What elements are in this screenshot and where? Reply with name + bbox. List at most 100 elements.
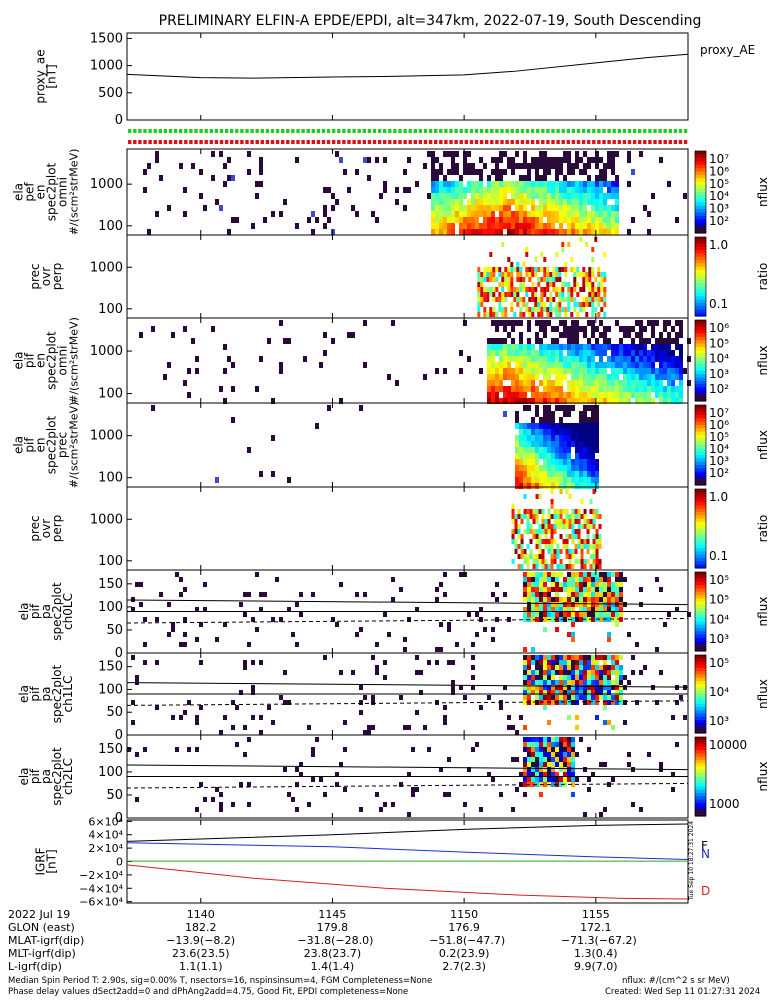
colorbar-segment (695, 661, 706, 666)
heatmap-cell (559, 332, 563, 338)
heatmap-cell (503, 411, 507, 417)
heatmap-cell (451, 229, 455, 235)
heatmap-cell (527, 757, 531, 762)
heatmap-cell (579, 307, 583, 312)
heatmap-cell (567, 655, 571, 660)
heatmap-cell (555, 453, 559, 459)
quality-flag-green (459, 129, 463, 133)
colorbar-segment (695, 192, 706, 197)
heatmap-cell (639, 398, 643, 404)
heatmap-cell (631, 326, 635, 332)
heatmap-cell (435, 199, 439, 205)
heatmap-cell (591, 675, 595, 680)
heatmap-cell (579, 429, 583, 435)
annotation-value: 1.1(1.1) (178, 960, 223, 973)
heatmap-cell (513, 292, 517, 297)
heatmap-cell (577, 529, 581, 534)
proxy-ae-line (126, 53, 689, 79)
heatmap-cell (563, 175, 567, 181)
heatmap-cell (335, 782, 339, 787)
quality-flag-red (520, 140, 525, 144)
heatmap-cell (567, 157, 571, 163)
heatmap-cell (563, 423, 567, 429)
heatmap-cell (211, 326, 215, 332)
heatmap-cell (568, 549, 572, 554)
heatmap-cell (539, 199, 543, 205)
heatmap-cell (537, 282, 541, 287)
heatmap-cell (247, 169, 251, 175)
heatmap-cell (327, 405, 331, 411)
heatmap-cell (551, 187, 555, 193)
heatmap-cell (567, 700, 571, 705)
heatmap-cell (547, 509, 551, 514)
heatmap-cell (489, 287, 493, 292)
heatmap-cell (639, 338, 643, 344)
heatmap-cell (559, 534, 563, 539)
heatmap-cell (551, 700, 555, 705)
heatmap-cell (679, 380, 683, 386)
heatmap-cell (535, 157, 539, 163)
heatmap-cell (541, 554, 545, 559)
heatmap-cell (639, 326, 643, 332)
heatmap-cell (447, 199, 451, 205)
heatmap-cell (515, 730, 519, 735)
annotation-row-lshell: L-igrf(dip) (8, 960, 62, 973)
quality-flag-red (230, 140, 234, 144)
heatmap-cell (611, 582, 615, 587)
heatmap-cell (183, 617, 187, 622)
heatmap-cell (451, 660, 455, 665)
heatmap-cell (635, 374, 639, 380)
heatmap-cell (439, 223, 443, 229)
quality-flag-green (388, 129, 392, 133)
heatmap-cell (483, 187, 487, 193)
heatmap-cell (575, 344, 579, 350)
heatmap-cell (491, 199, 495, 205)
heatmap-cell (595, 582, 599, 587)
heatmap-cell (459, 350, 463, 356)
heatmap-cell (627, 398, 631, 404)
heatmap-cell (619, 350, 623, 356)
quality-flag-red (372, 140, 377, 144)
heatmap-cell (479, 193, 483, 199)
colorbar-segment (695, 664, 706, 669)
quality-flag-green (332, 129, 336, 133)
heatmap-cell (523, 792, 527, 797)
annotation-label: L-igrf(dip) (8, 960, 62, 973)
heatmap-cell (563, 587, 567, 592)
heatmap-cell (498, 297, 502, 302)
heatmap-cell (511, 504, 515, 509)
heatmap-cell (555, 356, 559, 362)
quality-flag-green (479, 129, 484, 133)
heatmap-cell (459, 211, 463, 217)
heatmap-cell (679, 695, 683, 700)
heatmap-cell (571, 477, 575, 483)
heatmap-cell (551, 435, 555, 441)
heatmap-cell (531, 282, 535, 287)
quality-flag-green (469, 129, 474, 133)
quality-flag-red (311, 140, 315, 144)
annotation-value: 1140 (186, 908, 215, 921)
heatmap-cell (643, 326, 647, 332)
heatmap-cell (555, 685, 559, 690)
heatmap-cell (523, 695, 527, 700)
heatmap-cell (586, 524, 590, 529)
heatmap-cell (223, 368, 227, 374)
heatmap-cell (603, 350, 607, 356)
heatmap-cell (527, 187, 531, 193)
heatmap-cell (529, 529, 533, 534)
heatmap-cell (551, 199, 555, 205)
heatmap-cell (575, 356, 579, 362)
quality-flag-red (551, 140, 555, 144)
heatmap-cell (516, 302, 520, 307)
heatmap-cell (599, 602, 603, 607)
heatmap-cell (551, 742, 555, 747)
heatmap-cell (583, 471, 587, 477)
heatmap-cell (623, 326, 627, 332)
heatmap-cell (571, 524, 575, 529)
heatmap-cell (463, 572, 467, 577)
heatmap-cell (603, 205, 607, 211)
colorbar-segment (695, 604, 706, 609)
colorbar-segment (695, 428, 706, 433)
heatmap-cell (571, 607, 575, 612)
quality-flag-red (250, 140, 254, 144)
